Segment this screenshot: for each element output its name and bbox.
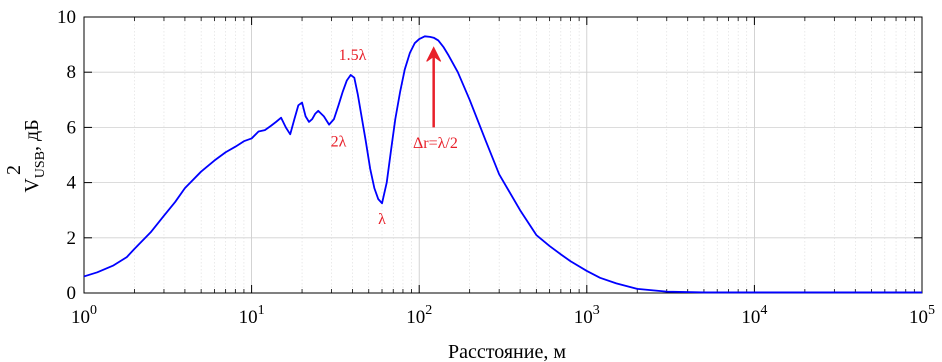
x-tick-label: 102 — [406, 303, 432, 328]
series-layer — [83, 35, 922, 294]
annotation-arrow-head — [426, 46, 442, 62]
series-line — [83, 35, 922, 294]
x-tick-label: 101 — [239, 303, 265, 328]
y-tick-label: 8 — [67, 62, 77, 83]
annotation-label: λ — [378, 211, 386, 228]
y-tick-label: 0 — [67, 283, 77, 304]
x-tick-label: 100 — [71, 303, 97, 328]
annotation-layer: 1.5λ 2λ λ Δr=λ/2 — [331, 46, 458, 228]
y-tick-label: 2 — [67, 228, 77, 249]
plot-frame — [83, 16, 923, 294]
y-tick-label: 6 — [67, 117, 77, 138]
x-tick-label: 103 — [574, 303, 600, 328]
minor-grid — [134, 17, 915, 293]
x-axis-label: Расстояние, м — [448, 341, 566, 362]
y-tick-label: 10 — [57, 7, 76, 28]
x-tick-label: 104 — [741, 303, 767, 328]
y-axis-label: VUSB, дБ — [21, 119, 48, 192]
annotation-label: 2λ — [331, 134, 347, 151]
major-grid — [83, 17, 923, 293]
tick-labels: 100 101 102 103 104 105 0 2 4 6 8 10 — [57, 7, 935, 328]
y-tick-label: 4 — [67, 173, 77, 194]
axis-ticks — [83, 16, 923, 294]
y-axis-label-sup: 2 — [3, 165, 25, 175]
x-tick-label: 105 — [909, 303, 935, 328]
annotation-label: Δr=λ/2 — [413, 135, 458, 152]
y-axis-label-suffix: , дБ — [21, 119, 43, 151]
y-axis-label-base: V — [21, 178, 43, 193]
y-axis-label-sub: USB — [33, 151, 48, 178]
annotation-label: 1.5λ — [339, 47, 367, 64]
